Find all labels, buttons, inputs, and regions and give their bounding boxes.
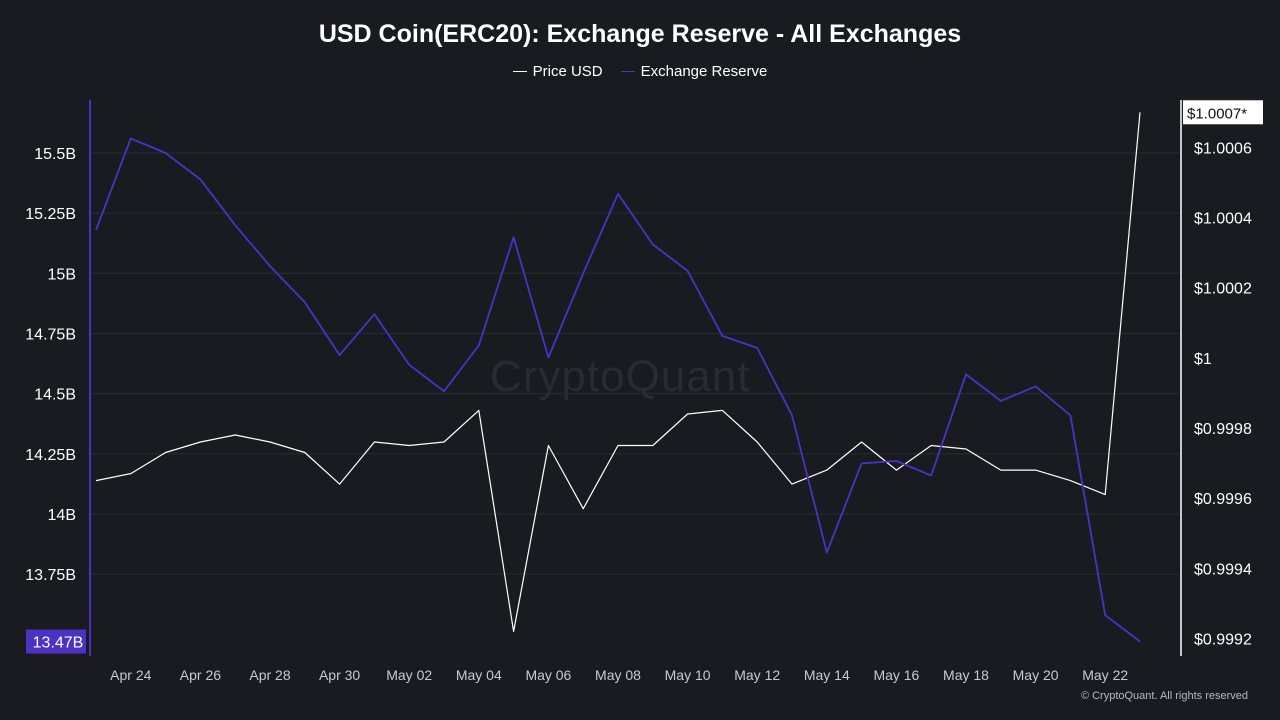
y-left-tick-label: 15.25B [25, 206, 76, 223]
x-tick-label: May 02 [386, 667, 432, 683]
y-left-tick-label: 15.5B [34, 146, 76, 163]
exchange-reserve-line [95, 137, 1141, 643]
x-tick-label: May 06 [525, 667, 571, 683]
legend-label-reserve: Exchange Reserve [640, 63, 768, 80]
legend-label-price: Price USD [532, 63, 603, 80]
x-tick-label: Apr 24 [110, 667, 151, 683]
y-left-tick-label: 14.5B [34, 387, 76, 404]
y-right-tick-label: $0.9998 [1194, 421, 1252, 438]
legend-item-reserve[interactable]: Exchange Reserve [620, 63, 768, 80]
x-tick-label: May 20 [1013, 667, 1059, 683]
right-value-badge: $1.0007* [1187, 105, 1247, 122]
legend-swatch-reserve [620, 71, 635, 72]
y-right-tick-label: $1.0004 [1194, 211, 1252, 228]
x-tick-label: May 14 [804, 667, 850, 683]
y-right-tick-label: $1.0006 [1194, 140, 1252, 157]
x-tick-label: May 04 [456, 667, 502, 683]
x-tick-label: May 08 [595, 667, 641, 683]
y-right-tick-label: $0.9994 [1194, 561, 1252, 578]
price-usd-line [95, 112, 1141, 633]
legend-swatch-price [512, 71, 527, 72]
legend-item-price[interactable]: Price USD [512, 63, 603, 80]
watermark: CryptoQuant [490, 352, 751, 401]
copyright-text: © CryptoQuant. All rights reserved [1080, 690, 1248, 702]
left-value-badge-bg [26, 629, 86, 654]
y-left-tick-label: 14.25B [25, 447, 76, 464]
y-left-tick-label: 15B [48, 266, 76, 283]
x-tick-label: Apr 30 [319, 667, 360, 683]
y-right-tick-label: $0.9992 [1194, 631, 1252, 648]
y-left-tick-label: 14B [48, 507, 76, 524]
x-tick-label: May 16 [873, 667, 919, 683]
y-right-tick-label: $1.0002 [1194, 281, 1252, 298]
right-value-badge-bg [1183, 100, 1263, 125]
x-tick-label: May 22 [1082, 667, 1128, 683]
x-tick-label: May 12 [734, 667, 780, 683]
x-tick-label: May 10 [665, 667, 711, 683]
chart-title: USD Coin(ERC20): Exchange Reserve - All … [318, 20, 962, 48]
left-value-badge: 13.47B [33, 635, 84, 652]
y-left-tick-label: 14.75B [25, 326, 76, 343]
x-tick-label: Apr 28 [249, 667, 290, 683]
x-tick-label: May 18 [943, 667, 989, 683]
y-right-tick-label: $1 [1194, 351, 1212, 368]
x-tick-label: Apr 26 [180, 667, 221, 683]
y-left-tick-label: 13.75B [25, 567, 76, 584]
chart-legend: Price USD Exchange Reserve [0, 63, 1280, 80]
y-right-tick-label: $0.9996 [1194, 491, 1252, 508]
